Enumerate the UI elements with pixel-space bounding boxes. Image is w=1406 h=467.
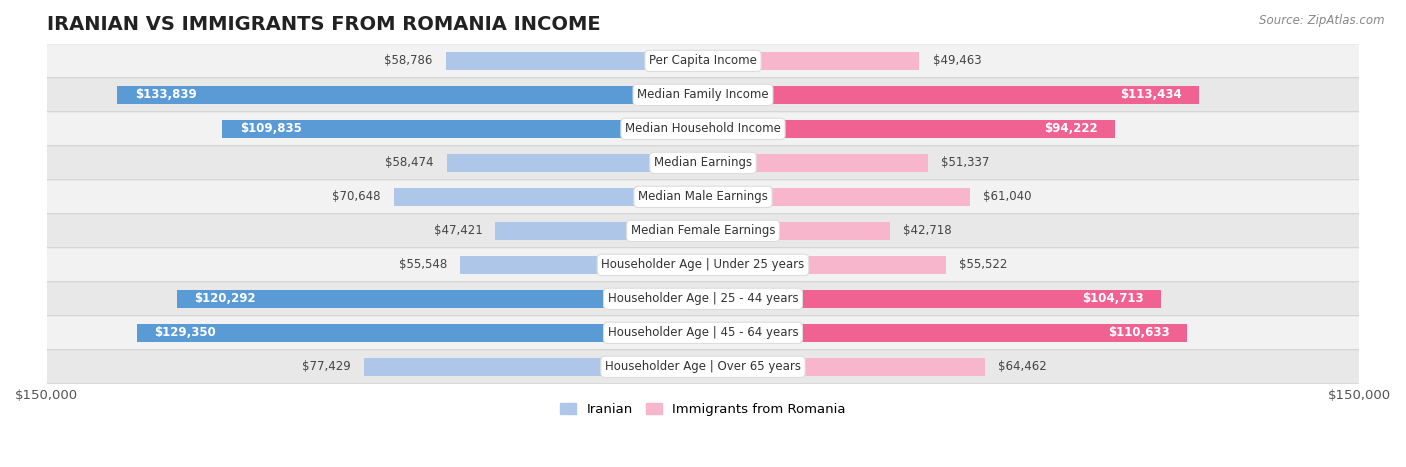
FancyBboxPatch shape [46, 248, 1360, 282]
FancyBboxPatch shape [46, 44, 1360, 78]
Bar [117, 86, 703, 104]
Text: Householder Age | 25 - 44 years: Householder Age | 25 - 44 years [607, 292, 799, 305]
FancyBboxPatch shape [46, 146, 1360, 180]
Text: $61,040: $61,040 [983, 191, 1032, 203]
Text: Median Household Income: Median Household Income [626, 122, 780, 135]
Bar [447, 154, 703, 172]
FancyBboxPatch shape [46, 112, 1360, 146]
Text: Householder Age | Under 25 years: Householder Age | Under 25 years [602, 258, 804, 271]
Text: $55,548: $55,548 [398, 258, 447, 271]
Bar [703, 86, 1199, 104]
Bar [495, 222, 703, 240]
Text: $133,839: $133,839 [135, 88, 197, 101]
Text: $49,463: $49,463 [932, 54, 981, 67]
Bar [364, 358, 703, 375]
Text: $42,718: $42,718 [903, 224, 952, 237]
Bar [446, 52, 703, 70]
Bar [703, 154, 928, 172]
Bar [136, 324, 703, 342]
Text: Median Earnings: Median Earnings [654, 156, 752, 170]
Text: $55,522: $55,522 [959, 258, 1008, 271]
FancyBboxPatch shape [46, 214, 1360, 248]
FancyBboxPatch shape [46, 350, 1360, 384]
Text: $58,474: $58,474 [385, 156, 434, 170]
Text: $104,713: $104,713 [1083, 292, 1143, 305]
Legend: Iranian, Immigrants from Romania: Iranian, Immigrants from Romania [555, 398, 851, 421]
Bar [703, 52, 920, 70]
FancyBboxPatch shape [46, 78, 1360, 112]
FancyBboxPatch shape [46, 180, 1360, 214]
Text: $109,835: $109,835 [240, 122, 302, 135]
Bar [222, 120, 703, 138]
Text: $58,786: $58,786 [384, 54, 433, 67]
Text: Source: ZipAtlas.com: Source: ZipAtlas.com [1260, 14, 1385, 27]
FancyBboxPatch shape [46, 282, 1360, 316]
Text: Per Capita Income: Per Capita Income [650, 54, 756, 67]
Text: $64,462: $64,462 [998, 361, 1047, 373]
Bar [703, 358, 986, 375]
Bar [394, 188, 703, 205]
Text: Median Female Earnings: Median Female Earnings [631, 224, 775, 237]
FancyBboxPatch shape [46, 316, 1360, 350]
Bar [703, 120, 1115, 138]
Text: $129,350: $129,350 [155, 326, 217, 340]
Text: $113,434: $113,434 [1121, 88, 1182, 101]
Text: $51,337: $51,337 [941, 156, 990, 170]
Text: Median Male Earnings: Median Male Earnings [638, 191, 768, 203]
Text: IRANIAN VS IMMIGRANTS FROM ROMANIA INCOME: IRANIAN VS IMMIGRANTS FROM ROMANIA INCOM… [46, 15, 600, 34]
Text: $77,429: $77,429 [302, 361, 352, 373]
Bar [703, 256, 946, 274]
Text: Median Family Income: Median Family Income [637, 88, 769, 101]
Bar [703, 222, 890, 240]
Text: $70,648: $70,648 [332, 191, 381, 203]
Text: $47,421: $47,421 [433, 224, 482, 237]
Bar [703, 290, 1161, 308]
Text: $110,633: $110,633 [1108, 326, 1170, 340]
Text: $94,222: $94,222 [1045, 122, 1098, 135]
Bar [703, 324, 1187, 342]
Text: $120,292: $120,292 [194, 292, 256, 305]
Bar [460, 256, 703, 274]
Bar [703, 188, 970, 205]
Text: Householder Age | Over 65 years: Householder Age | Over 65 years [605, 361, 801, 373]
Bar [177, 290, 703, 308]
Text: Householder Age | 45 - 64 years: Householder Age | 45 - 64 years [607, 326, 799, 340]
